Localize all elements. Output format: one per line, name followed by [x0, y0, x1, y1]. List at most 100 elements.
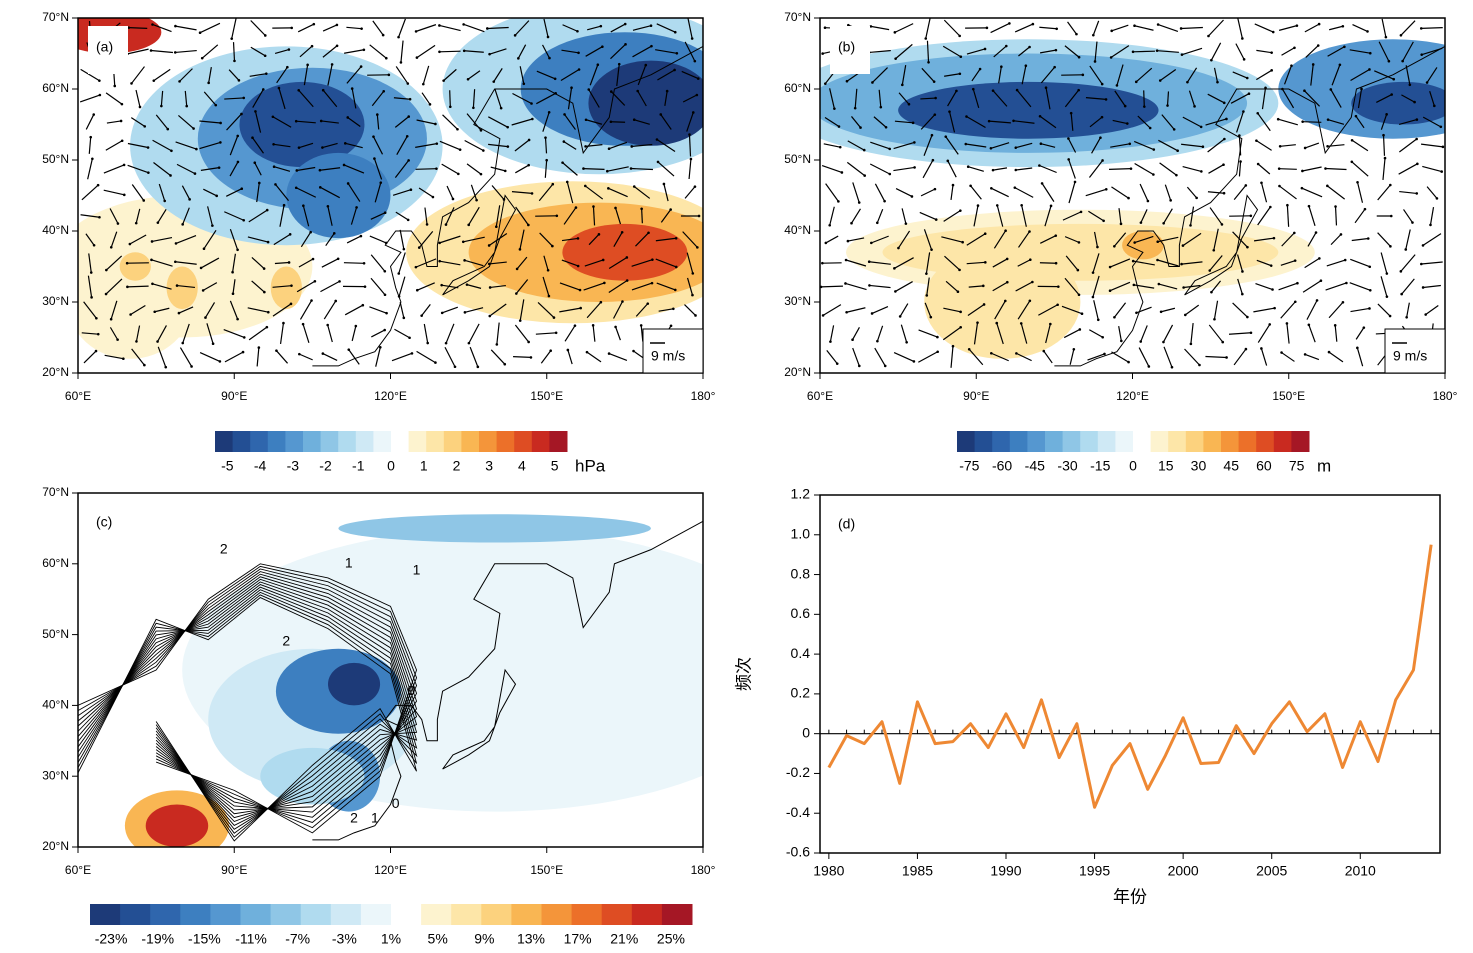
wind-vector — [346, 26, 362, 30]
wind-vector — [422, 65, 430, 85]
wind-vector-head — [1405, 316, 1408, 319]
wind-vector-head — [1099, 136, 1102, 139]
wind-vector-head — [217, 166, 221, 169]
wind-vector-head — [898, 315, 902, 318]
wind-vector — [130, 117, 146, 127]
wind-vector-head — [883, 199, 886, 203]
wind-vector — [535, 332, 557, 335]
wind-vector-head — [990, 351, 993, 355]
wind-vector-head — [122, 163, 126, 167]
wind-vector — [347, 116, 361, 128]
wind-vector — [874, 347, 886, 367]
colorbar-label: -5 — [221, 458, 234, 474]
wind-vector — [1182, 232, 1202, 247]
wind-vector-head — [122, 357, 125, 361]
wind-vector — [536, 70, 556, 80]
wind-vector — [1162, 324, 1174, 343]
wind-vector — [1355, 327, 1365, 340]
wind-vector — [561, 237, 579, 242]
wind-vector-head — [544, 136, 547, 139]
wind-vector — [106, 120, 122, 124]
wind-vector-head — [1400, 292, 1403, 296]
x-tick-label: 2000 — [1168, 863, 1199, 879]
wind-vector — [513, 355, 531, 359]
wind-vector-head — [1132, 283, 1136, 287]
wind-vector-head — [190, 365, 193, 368]
shaded-region — [328, 662, 381, 706]
wind-vector-head — [294, 186, 298, 190]
wind-vector — [151, 236, 173, 243]
wind-vector — [256, 347, 260, 367]
wind-vector — [519, 66, 525, 84]
wind-vector-head — [551, 182, 555, 186]
colorbar-cell — [180, 904, 211, 925]
colorbar-cell — [974, 431, 993, 452]
wind-vector — [153, 68, 171, 82]
wind-vector-head — [912, 360, 916, 363]
wind-vector-head — [335, 44, 339, 48]
wind-vector — [1238, 135, 1242, 156]
wind-vector — [302, 323, 310, 344]
wind-vector — [992, 167, 1008, 171]
wind-vector — [608, 280, 628, 293]
wind-vector-head — [522, 82, 526, 86]
wind-vector-head — [438, 259, 441, 263]
wind-vector — [392, 189, 412, 196]
wind-vector-head — [1242, 110, 1245, 113]
map-field — [78, 493, 703, 847]
wind-vector — [1014, 23, 1034, 33]
wind-vector-head — [1341, 300, 1345, 304]
wind-vector-head — [467, 341, 471, 345]
wind-vector-head — [821, 52, 824, 55]
wind-vector-head — [214, 103, 218, 107]
wind-vector — [894, 257, 914, 269]
wind-vector-head — [531, 117, 534, 121]
wind-vector — [1190, 323, 1194, 344]
wind-vector-head — [894, 290, 897, 293]
wind-vector-head — [442, 79, 445, 82]
wind-vector — [1254, 23, 1274, 33]
wind-vector-head — [1239, 160, 1242, 163]
wind-vector-head — [277, 86, 281, 90]
wind-vector-head — [334, 299, 338, 303]
colorbar-cell — [549, 431, 568, 452]
wind-vector-head — [617, 62, 621, 66]
wind-vector-head — [482, 149, 485, 152]
wind-vector — [846, 307, 866, 313]
wind-vector — [681, 70, 699, 80]
wind-vector-head — [893, 31, 897, 34]
reference-label: 9 m/s — [1393, 348, 1427, 364]
wind-vector-head — [857, 201, 861, 204]
wind-vector — [394, 160, 410, 178]
wind-vector — [851, 208, 861, 224]
wind-vector-head — [847, 23, 850, 27]
wind-vector — [1184, 348, 1200, 366]
wind-vector-head — [181, 341, 185, 345]
wind-vector — [299, 353, 313, 361]
wind-vector — [320, 280, 340, 293]
wind-vector-head — [1148, 126, 1152, 130]
wind-vector — [542, 44, 550, 59]
wind-vector-head — [487, 244, 491, 247]
wind-vector — [1163, 346, 1173, 368]
colorbar-cell — [1150, 431, 1169, 452]
wind-vector — [302, 205, 310, 227]
wind-vector-head — [1020, 203, 1023, 207]
wind-vector-head — [1268, 323, 1272, 326]
wind-vector — [821, 164, 843, 174]
wind-vector-head — [1081, 73, 1085, 77]
wind-vector-head — [1078, 328, 1082, 331]
colorbar-label: 45 — [1223, 458, 1239, 474]
y-tick-label: 0.6 — [791, 605, 811, 621]
wind-vector-head — [415, 56, 419, 59]
wind-vector-head — [599, 24, 603, 28]
wind-vector — [131, 184, 145, 201]
wind-vector — [416, 44, 436, 59]
wind-vector-head — [360, 27, 363, 30]
colorbar-label: 30 — [1191, 458, 1207, 474]
wind-vector — [943, 210, 961, 222]
wind-vector — [1377, 184, 1391, 201]
wind-vector-head — [271, 115, 275, 119]
contour — [78, 568, 418, 823]
wind-vector-head — [1356, 180, 1359, 184]
